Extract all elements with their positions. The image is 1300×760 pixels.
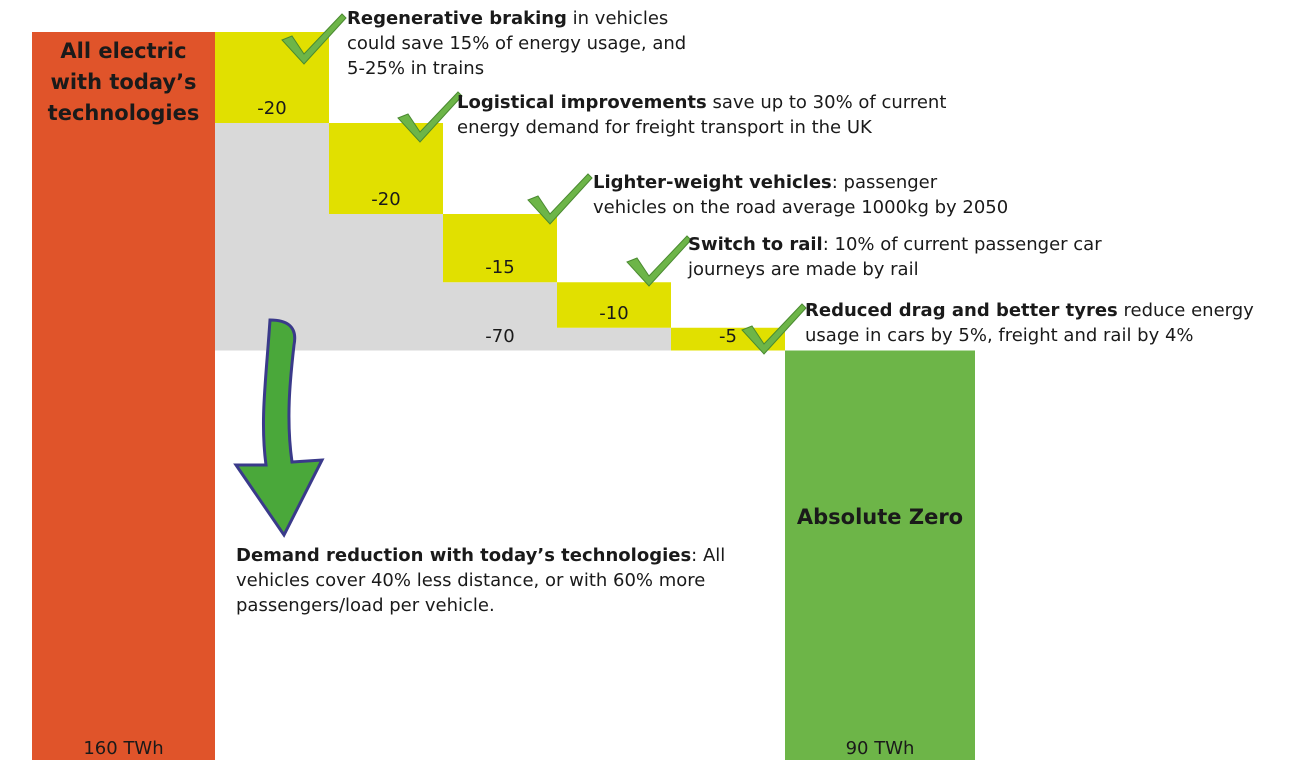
total-value: -70: [485, 325, 515, 347]
step-bar: [443, 214, 557, 283]
checkmark: [527, 173, 593, 225]
label-bold: Reduced drag and better tyres: [805, 300, 1118, 321]
label-bold: Demand reduction with today’s technologi…: [236, 545, 692, 566]
label-text: in vehicles could save 15% of energy usa…: [347, 8, 687, 79]
label-text: : 10% of current passenger car journeys …: [688, 234, 1102, 280]
start-bar: [32, 32, 215, 760]
label-text: : passenger vehicles on the road average…: [593, 172, 1009, 218]
checkmark: [281, 13, 347, 65]
step-annotation: Switch to rail: 10% of current passenger…: [688, 232, 1128, 282]
step-annotation: Regenerative braking in vehicles could s…: [347, 6, 707, 81]
end-label: Absolute Zero: [796, 505, 964, 529]
checkmark: [626, 235, 692, 287]
step-bar: [557, 282, 671, 328]
label-text: : All vehicles cover 40% less distance, …: [236, 545, 726, 616]
start-value: 160 TWh: [83, 738, 164, 759]
step-value: -10: [599, 302, 629, 324]
note: Demand reduction with today’s technologi…: [236, 543, 736, 618]
step-value: -20: [371, 189, 401, 210]
step-value: -15: [485, 257, 515, 279]
label-bold: Logistical improvements: [457, 92, 707, 113]
label-bold: Lighter-weight vehicles: [593, 172, 832, 193]
checkmark: [741, 303, 807, 355]
label-text: save up to 30% of current energy demand …: [457, 92, 947, 138]
end-value: 90 TWh: [845, 738, 915, 759]
step-value: -20: [257, 98, 287, 119]
label-bold: Switch to rail: [688, 234, 823, 255]
step-value: -5: [719, 325, 737, 347]
step-annotation: Lighter-weight vehicles: passenger vehic…: [593, 170, 1013, 220]
checkmark: [397, 91, 463, 143]
step-annotation: Reduced drag and better tyres reduce ene…: [805, 298, 1285, 348]
start-label: All electric with today’s technologies: [47, 39, 200, 125]
arrow: [233, 318, 325, 538]
end-bar: [785, 350, 975, 760]
label-bold: Regenerative braking: [347, 8, 567, 29]
step-annotation: Logistical improvements save up to 30% o…: [457, 90, 977, 140]
total-area: [215, 123, 785, 351]
label-text: reduce energy usage in cars by 5%, freig…: [805, 300, 1254, 346]
